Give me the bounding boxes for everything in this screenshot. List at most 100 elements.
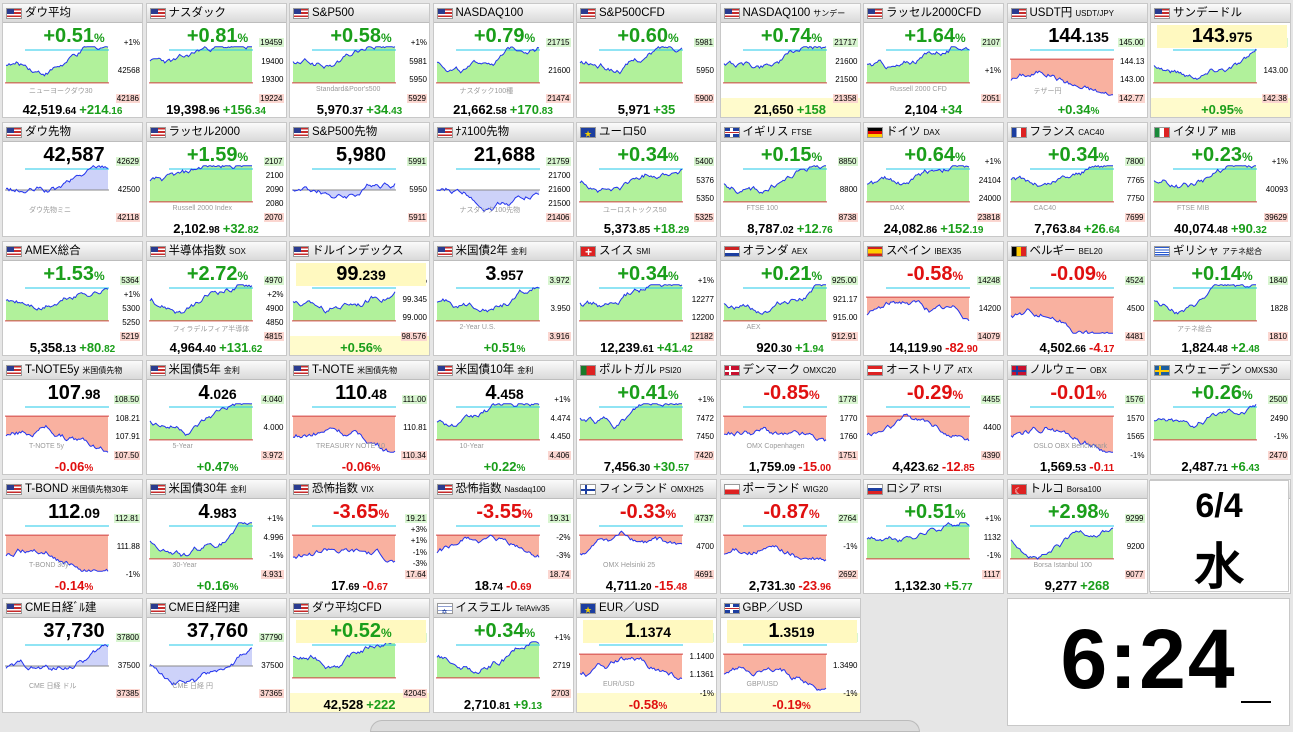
- tile-footer: 1,569.53 -0.11: [1008, 459, 1147, 474]
- headline-pct-sign: %: [667, 388, 679, 402]
- sparkline-line: [436, 46, 539, 74]
- tile-body: テザー円 145.00 144.13 143.00 142.77 144.135 +0.34…: [1008, 24, 1147, 117]
- change-int: +131: [219, 340, 249, 355]
- change-value: +0.34%: [1058, 102, 1100, 117]
- tile-header: S&P500先物: [290, 123, 429, 142]
- quote-tile[interactable]: イスラエルTelAviv35+1%27192703+0.34%2,710.81+…: [432, 598, 574, 713]
- quote-tile[interactable]: ラッセル2000 Russell 2000 Index 2107 2100 2090 20…: [145, 122, 287, 237]
- quote-tile[interactable]: GBP／USDGBP/USD1.35591.3490-1%1.3519-0.19…: [719, 598, 861, 713]
- last-price-int: 2,487: [1181, 459, 1214, 474]
- bottom-scroll-bar[interactable]: [370, 720, 920, 732]
- tile-body: 19.31 -2% -3% 18.74 -3.55% 18.74 -0.69: [434, 500, 573, 593]
- quote-tile[interactable]: CME日経ﾞﾙ建 CME 日経 ドル 37800 37500 37385 37,730: [2, 598, 143, 713]
- tile-header: ノルウェー OBX: [1007, 361, 1147, 380]
- quote-tile[interactable]: ロシア RTSI +1% 1132 -1% 1117 +0.51% 1,132.30 +5.77: [863, 479, 1004, 594]
- quote-tile[interactable]: オーストリア ATX 4455 4400 4390 -0.29% 4,423.62 -12.8…: [863, 360, 1004, 475]
- quote-tile[interactable]: イタリア MIB FTSE MIB +1% 40093 39629 +0.23% 40,074…: [1150, 122, 1291, 237]
- headline-main: -3.55: [476, 501, 522, 523]
- sparkline-area: [580, 46, 682, 83]
- change-int: +0.95: [1201, 102, 1234, 117]
- quote-tile[interactable]: ギリシャ アテネ総合 アテネ総合 1840 1828 1810 +0.14% 1,824.48…: [1150, 241, 1291, 356]
- change-int: -0.06: [341, 459, 372, 474]
- quote-tile[interactable]: デンマーク OMXC20 OMX Copenhagen 1778 1770 1760 175…: [719, 360, 861, 475]
- axis-label: 3.972: [261, 451, 284, 460]
- sparkline-area: [1010, 297, 1113, 334]
- axis-label: 143.00: [1120, 75, 1145, 85]
- sparkline-line: [579, 403, 682, 430]
- quote-tile[interactable]: 恐怖指数 Nasdaq100 19.31 -2% -3% 18.74 -3.55% 18.74…: [432, 479, 574, 594]
- quote-tile[interactable]: T-NOTE5y 米国債先物 T-NOTE 5y 108.50 108.21 107.91…: [2, 360, 143, 475]
- quote-tile[interactable]: ドイツ DAX DAX +1% 24104 24000 23818 +0.64% 24,082.…: [863, 122, 1004, 237]
- headline-decimals: .135: [1081, 29, 1109, 45]
- clock-underline: [1241, 701, 1271, 703]
- last-price: 7,456.30: [604, 459, 650, 474]
- quote-tile[interactable]: 米国債10年 金利 10-Year +1% 4.474 4.450 4.406 4.458 +0…: [432, 360, 574, 475]
- quote-tile[interactable]: S&P500CFD 5981 5950 5900 +0.60% 5,971 +35: [576, 3, 717, 118]
- tile-footer: 18.74 -0.69: [434, 578, 573, 593]
- quote-tile[interactable]: 米国債2年 金利 2-Year U.S. 3.972 3.950 3.916 3.957 +0…: [432, 241, 574, 356]
- quote-tile[interactable]: ナスダック 19459 19400 19300 19224 +0.81% 19,398.96…: [145, 3, 287, 118]
- tile-title: ダウ平均: [25, 7, 71, 19]
- quote-tile[interactable]: CME日経円建 CME 日経 円 37790 37500 37365 37,760: [145, 598, 287, 713]
- change-int: -0: [362, 578, 375, 593]
- last-price: 14,119.90: [889, 340, 942, 355]
- tile-title: CME日経円建: [168, 602, 241, 614]
- quote-tile[interactable]: S&P500 Standard&Poor's500 +1% 5981 5950 5929 +…: [289, 3, 430, 118]
- quote-tile[interactable]: ノルウェー OBX OSLO OBX Benchmark 1576 1570 1565 -1…: [1006, 360, 1148, 475]
- axis-label: +3%: [410, 525, 427, 535]
- axis-label: 21600: [548, 185, 571, 194]
- axis-label: 99.345: [402, 294, 427, 304]
- quote-tile[interactable]: ユーロ50 ユーロストックス50 5400 5376 5350 5325 +0.34% 5,3…: [576, 122, 717, 237]
- quote-tile[interactable]: ポルトガル PSI20 +1% 7472 7450 7420 +0.41% 7,456.30 +…: [576, 360, 717, 475]
- axis-label: +1%: [984, 514, 1001, 523]
- quote-tile[interactable]: スイスSMI+1%122771220012182+0.34%12,239.61+…: [576, 241, 717, 356]
- headline-value: -0.09%: [1014, 263, 1144, 286]
- quote-tile[interactable]: ダウ平均CFD4256742045+0.52%42,528+222: [289, 598, 430, 713]
- gr-flag-icon: [1154, 246, 1170, 257]
- axis-label: 5991: [407, 157, 427, 166]
- quote-tile[interactable]: 半導体指数 SOX フィラデルフィア半導体 4970 +2% 4900 4850 4815 +2…: [145, 241, 287, 356]
- tile-header: ダウ平均CFD: [290, 599, 429, 618]
- last-price: 9,277: [1045, 578, 1078, 593]
- quote-tile[interactable]: ダウ平均 ニューヨークダウ30 +1% 42568 42186 +0.51% 42,519.…: [2, 3, 143, 118]
- quote-tile[interactable]: USDT円 USDT/JPY テザー円 145.00 144.13 143.00 142.7…: [1006, 3, 1148, 118]
- quote-tile[interactable]: フィンランド OMXH25 OMX Helsinki 25 4737 4700 4691-…: [576, 479, 717, 594]
- us-flag-icon: [6, 365, 22, 376]
- tile-body: +1% 12277 12200 12182 +0.34% 12,239.61 +41.42: [577, 262, 716, 355]
- quote-tile[interactable]: オランダ AEX AEX 925.00 921.17 915.00 912.91 +0.21%…: [719, 241, 861, 356]
- tile-header: フィンランド OMXH25: [577, 480, 716, 499]
- tile-footer: 5,373.85 +18.29: [577, 221, 716, 236]
- sparkline-line: [1010, 70, 1113, 96]
- quote-tile[interactable]: AMEX総合 5364 +1% 5300 5250 5219 +1.53% 5,358.13 +…: [2, 241, 143, 356]
- quote-tile[interactable]: 米国債5年 金利 5-Year 4.040 4.000 3.972 4.026 +0.47%: [145, 360, 287, 475]
- quote-tile[interactable]: EUR／USDEUR/USD1.14541.14001.1361-1%1.137…: [576, 598, 717, 713]
- quote-tile[interactable]: NASDAQ100 サンデー 21717 21600 21500 21358 +0.74% 2…: [719, 3, 861, 118]
- quote-tile[interactable]: スペイン IBEX35 14248 14200 14079 -0.58% 14,119.90…: [863, 241, 1004, 356]
- quote-tile[interactable]: ﾅｽ100先物 ナスダック100先物 21759 21700 21600 21500 214…: [432, 122, 574, 237]
- quote-tile[interactable]: 米国債30年 金利 30-Year +1% 4.996 -1% 4.931 4.983 +0.1…: [145, 479, 287, 594]
- change-int: +80: [79, 340, 102, 355]
- quote-tile[interactable]: ベルギー BEL20 4524 4500 4481 -0.09% 4,502.66 -4.17: [1006, 241, 1148, 356]
- quote-tile[interactable]: フランス CAC40 CAC40 7800 7765 7750 7699 +0.34% 7,76…: [1006, 122, 1148, 237]
- quote-tile[interactable]: ラッセル2000CFD Russell 2000 CFD 2107 +1% 2051 +1…: [863, 3, 1004, 118]
- quote-tile[interactable]: ダウ先物 ダウ先物ミニ 42629 42500 42118 42,587: [2, 122, 143, 237]
- quote-tile[interactable]: T-BOND 米国債先物30年 T-BOND 30y 112.81 111.88 -1% 1…: [2, 479, 143, 594]
- quote-tile[interactable]: ドルインデックス+1%99.34599.00098.57699.239+0.56…: [289, 241, 430, 356]
- tile-subtitle: Nasdaq100: [504, 485, 546, 494]
- quote-tile[interactable]: T-NOTE 米国債先物 TREASURY NOTE 10 111.00 110.81 1…: [289, 360, 430, 475]
- headline-main: +0.60: [617, 25, 668, 47]
- change-dec: .96: [817, 582, 832, 593]
- quote-tile[interactable]: S&P500先物 5991 5950 5911 5,980: [289, 122, 430, 237]
- quote-tile[interactable]: スウェーデン OMXS30 2500 2490 -1% 2470 +0.26% 2,487.7…: [1150, 360, 1291, 475]
- sparkline-chart: [866, 165, 970, 203]
- headline-pct-sign: %: [954, 507, 966, 521]
- quote-tile[interactable]: イギリス FTSE FTSE 100 8850 8800 8738 +0.15% 8,787.…: [719, 122, 861, 237]
- sparkline-line: [5, 165, 109, 194]
- tile-title: ドイツ: [886, 126, 921, 138]
- tile-title: ギリシャ: [1173, 245, 1219, 257]
- quote-tile[interactable]: NASDAQ100 ナスダック100種 21715 21600 21474 +0.79% 2…: [432, 3, 574, 118]
- quote-tile[interactable]: 恐怖指数 VIX 19.21 +3% +1% -1% -3% 17.64 -3.65% 17.69…: [289, 479, 430, 594]
- quote-tile[interactable]: ポーランド WIG20 2764 -1% 2692 -0.87% 2,731.30 -23.9…: [719, 479, 861, 594]
